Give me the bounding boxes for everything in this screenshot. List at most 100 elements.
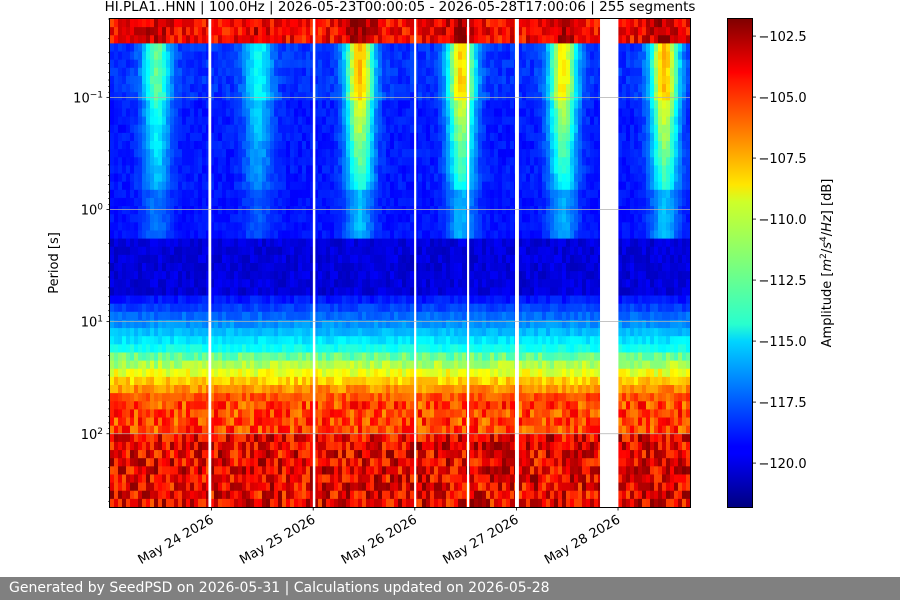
heatmap-cell — [122, 43, 127, 53]
heatmap-cell — [358, 59, 363, 69]
heatmap-cell — [226, 189, 231, 199]
heatmap-cell — [174, 482, 179, 492]
heatmap-cell — [234, 67, 239, 77]
heatmap-cell — [198, 19, 203, 28]
heatmap-cell — [138, 35, 143, 44]
heatmap-cell — [174, 206, 179, 215]
heatmap-cell — [350, 59, 355, 69]
heatmap-cell — [242, 132, 247, 142]
heatmap-cell — [238, 189, 243, 199]
heatmap-cell — [386, 319, 391, 329]
heatmap-cell — [166, 19, 171, 28]
heatmap-cell — [118, 409, 123, 419]
heatmap-cell — [218, 490, 223, 500]
heatmap-cell — [382, 84, 387, 93]
heatmap-cell — [438, 67, 443, 77]
heatmap-cell — [158, 67, 163, 77]
heatmap-cell — [282, 197, 287, 207]
heatmap-cell — [346, 474, 351, 484]
heatmap-cell — [386, 458, 391, 467]
heatmap-cell — [374, 92, 379, 101]
heatmap-cell — [214, 433, 219, 443]
heatmap-cell — [362, 100, 367, 110]
heatmap-cell — [374, 27, 379, 36]
heatmap-cell — [358, 287, 363, 297]
heatmap-cell — [170, 165, 175, 175]
heatmap-cell — [278, 303, 283, 313]
heatmap-cell — [382, 141, 387, 150]
heatmap-cell — [198, 466, 203, 476]
heatmap-cell — [338, 165, 343, 175]
heatmap-cell — [166, 336, 171, 345]
heatmap-cell — [362, 197, 367, 207]
heatmap-cell — [378, 254, 383, 264]
heatmap-cell — [302, 328, 307, 337]
heatmap-cell — [114, 303, 119, 313]
heatmap-cell — [182, 230, 187, 240]
heatmap-cell — [158, 344, 163, 354]
heatmap-cell — [190, 157, 195, 166]
heatmap-cell — [282, 189, 287, 199]
heatmap-cell — [278, 214, 283, 223]
heatmap-cell — [198, 173, 203, 183]
heatmap-cell — [322, 157, 327, 166]
heatmap-cell — [170, 352, 175, 362]
heatmap-cell — [414, 132, 419, 142]
heatmap-cell — [358, 409, 363, 419]
heatmap-cell — [134, 401, 139, 410]
heatmap-cell — [358, 222, 363, 232]
heatmap-cell — [370, 181, 375, 191]
heatmap-cell — [182, 165, 187, 175]
heatmap-cell — [406, 482, 411, 492]
heatmap-cell — [370, 116, 375, 126]
heatmap-cell — [322, 401, 327, 410]
heatmap-cell — [362, 84, 367, 93]
heatmap-cell — [366, 393, 371, 402]
heatmap-cell — [194, 401, 199, 410]
heatmap-cell — [378, 271, 383, 280]
heatmap-cell — [170, 474, 175, 484]
heatmap-cell — [306, 43, 311, 53]
heatmap-cell — [346, 295, 351, 305]
heatmap-cell — [238, 165, 243, 175]
heatmap-cell — [302, 238, 307, 248]
heatmap-cell — [278, 385, 283, 394]
heatmap-cell — [338, 279, 343, 288]
heatmap-cell — [258, 482, 263, 492]
heatmap-cell — [398, 344, 403, 354]
heatmap-cell — [142, 450, 147, 459]
heatmap-cell — [146, 222, 151, 232]
heatmap-cell — [146, 59, 151, 69]
heatmap-cell — [322, 466, 327, 476]
heatmap-cell — [294, 474, 299, 484]
heatmap-cell — [114, 458, 119, 467]
heatmap-cell — [354, 425, 359, 435]
heatmap-cell — [134, 328, 139, 337]
heatmap-cell — [170, 271, 175, 280]
heatmap-cell — [422, 254, 427, 264]
heatmap-cell — [154, 132, 159, 142]
heatmap-cell — [162, 490, 167, 500]
heatmap-cell — [126, 116, 131, 126]
heatmap-cell — [402, 254, 407, 264]
heatmap-cell — [410, 279, 415, 288]
heatmap-cell — [374, 181, 379, 191]
heatmap-cell — [374, 295, 379, 305]
heatmap-cell — [150, 43, 155, 53]
heatmap-cell — [150, 124, 155, 134]
heatmap-cell — [298, 181, 303, 191]
heatmap-cell — [166, 425, 171, 435]
heatmap-cell — [406, 401, 411, 410]
heatmap-cell — [390, 59, 395, 69]
heatmap-cell — [218, 124, 223, 134]
heatmap-cell — [182, 100, 187, 110]
heatmap-cell — [398, 385, 403, 394]
heatmap-cell — [370, 43, 375, 53]
heatmap-cell — [190, 206, 195, 215]
heatmap-cell — [406, 149, 411, 158]
heatmap-cell — [198, 35, 203, 44]
heatmap-cell — [230, 295, 235, 305]
heatmap-cell — [206, 165, 211, 175]
heatmap-cell — [414, 197, 419, 207]
heatmap-cell — [194, 230, 199, 240]
